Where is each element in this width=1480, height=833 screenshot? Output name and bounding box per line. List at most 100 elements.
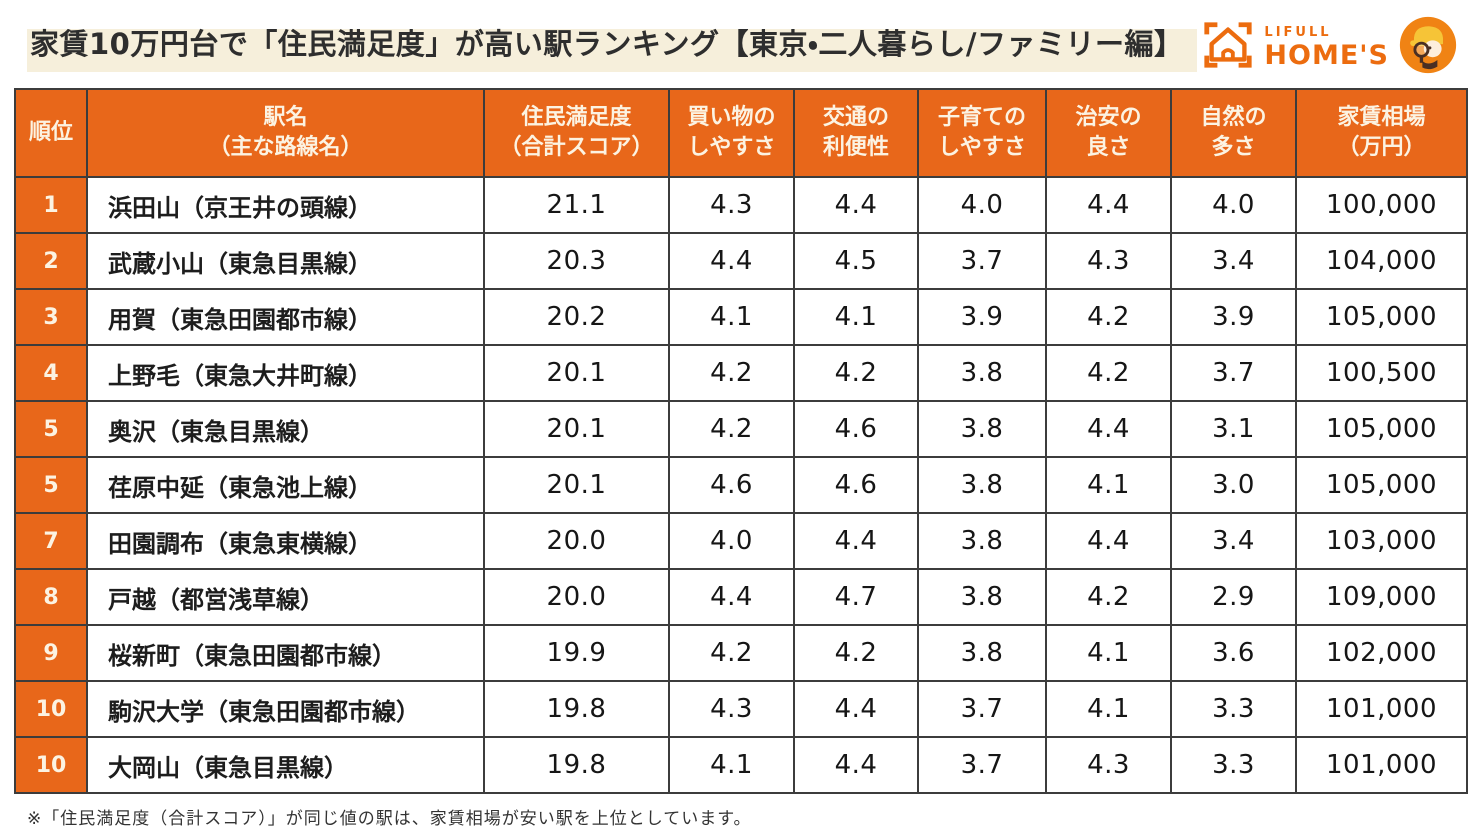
score-cell: 20.1 bbox=[483, 344, 670, 402]
header-rent: 家賃相場 （万円） bbox=[1295, 88, 1468, 178]
nature-score-cell: 3.0 bbox=[1170, 456, 1297, 514]
rank-cell: 7 bbox=[14, 512, 88, 570]
safety-score-cell: 4.1 bbox=[1045, 456, 1172, 514]
rent-cell: 100,000 bbox=[1295, 176, 1468, 234]
shopping-score-cell: 4.3 bbox=[668, 176, 795, 234]
safety-score-cell: 4.2 bbox=[1045, 344, 1172, 402]
nature-score-cell: 3.3 bbox=[1170, 736, 1297, 794]
score-cell: 19.8 bbox=[483, 736, 670, 794]
shopping-score-cell: 4.0 bbox=[668, 512, 795, 570]
safety-score-cell: 4.4 bbox=[1045, 176, 1172, 234]
childcare-score-cell: 3.8 bbox=[917, 344, 1047, 402]
table-row: 2 武蔵小山（東急目黒線） 20.3 4.4 4.5 3.7 4.3 3.4 1… bbox=[14, 232, 1468, 290]
safety-score-cell: 4.4 bbox=[1045, 400, 1172, 458]
childcare-score-cell: 3.8 bbox=[917, 624, 1047, 682]
shopping-score-cell: 4.4 bbox=[668, 568, 795, 626]
logo-wordmark: LIFULL HOME'S bbox=[1264, 26, 1389, 69]
childcare-score-cell: 3.8 bbox=[917, 400, 1047, 458]
rank-cell: 4 bbox=[14, 344, 88, 402]
header-station: 駅名 （主な路線名） bbox=[86, 88, 485, 178]
childcare-score-cell: 3.7 bbox=[917, 680, 1047, 738]
nature-score-cell: 2.9 bbox=[1170, 568, 1297, 626]
header-transport: 交通の 利便性 bbox=[793, 88, 919, 178]
score-cell: 20.3 bbox=[483, 232, 670, 290]
logo-lifull-text: LIFULL bbox=[1264, 24, 1332, 40]
rent-cell: 104,000 bbox=[1295, 232, 1468, 290]
shopping-score-cell: 4.3 bbox=[668, 680, 795, 738]
header: 家賃10万円台で「住民満足度」が高い駅ランキング【東京・二人暮らし/ファミリー編… bbox=[0, 0, 1480, 88]
rent-cell: 109,000 bbox=[1295, 568, 1468, 626]
score-cell: 20.0 bbox=[483, 568, 670, 626]
header-row: 順位 駅名 （主な路線名） 住民満足度 （合計スコア） 買い物の しやすさ 交通の 利便… bbox=[14, 88, 1468, 178]
transport-score-cell: 4.2 bbox=[793, 624, 919, 682]
station-cell: 田園調布（東急東横線） bbox=[86, 512, 485, 570]
logo-homes-text: HOME'S bbox=[1264, 39, 1389, 71]
table-row: 8 戸越（都営浅草線） 20.0 4.4 4.7 3.8 4.2 2.9 109… bbox=[14, 568, 1468, 626]
rank-cell: 9 bbox=[14, 624, 88, 682]
table-row: 5 奥沢（東急目黒線） 20.1 4.2 4.6 3.8 4.4 3.1 105… bbox=[14, 400, 1468, 458]
station-cell: 用賀（東急田園都市線） bbox=[86, 288, 485, 346]
safety-score-cell: 4.4 bbox=[1045, 512, 1172, 570]
transport-score-cell: 4.5 bbox=[793, 232, 919, 290]
nature-score-cell: 3.4 bbox=[1170, 512, 1297, 570]
nature-score-cell: 3.1 bbox=[1170, 400, 1297, 458]
score-cell: 20.0 bbox=[483, 512, 670, 570]
transport-score-cell: 4.4 bbox=[793, 512, 919, 570]
rank-cell: 10 bbox=[14, 736, 88, 794]
childcare-score-cell: 3.8 bbox=[917, 512, 1047, 570]
rent-cell: 101,000 bbox=[1295, 680, 1468, 738]
rent-cell: 105,000 bbox=[1295, 400, 1468, 458]
table-row: 4 上野毛（東急大井町線） 20.1 4.2 4.2 3.8 4.2 3.7 1… bbox=[14, 344, 1468, 402]
score-cell: 19.9 bbox=[483, 624, 670, 682]
rent-cell: 101,000 bbox=[1295, 736, 1468, 794]
shopping-score-cell: 4.2 bbox=[668, 400, 795, 458]
score-cell: 20.2 bbox=[483, 288, 670, 346]
station-cell: 荏原中延（東急池上線） bbox=[86, 456, 485, 514]
rank-cell: 2 bbox=[14, 232, 88, 290]
header-rank: 順位 bbox=[14, 88, 88, 178]
station-cell: 上野毛（東急大井町線） bbox=[86, 344, 485, 402]
score-cell: 21.1 bbox=[483, 176, 670, 234]
page-title: 家賃10万円台で「住民満足度」が高い駅ランキング【東京・二人暮らし/ファミリー編… bbox=[27, 22, 1198, 72]
table-row: 7 田園調布（東急東横線） 20.0 4.0 4.4 3.8 4.4 3.4 1… bbox=[14, 512, 1468, 570]
childcare-score-cell: 3.8 bbox=[917, 568, 1047, 626]
shopping-score-cell: 4.1 bbox=[668, 288, 795, 346]
shopping-score-cell: 4.2 bbox=[668, 344, 795, 402]
childcare-score-cell: 3.9 bbox=[917, 288, 1047, 346]
transport-score-cell: 4.4 bbox=[793, 176, 919, 234]
rent-cell: 105,000 bbox=[1295, 288, 1468, 346]
header-shopping: 買い物の しやすさ bbox=[668, 88, 795, 178]
station-cell: 大岡山（東急目黒線） bbox=[86, 736, 485, 794]
table-row: 1 浜田山（京王井の頭線） 21.1 4.3 4.4 4.0 4.4 4.0 1… bbox=[14, 176, 1468, 234]
nature-score-cell: 3.4 bbox=[1170, 232, 1297, 290]
transport-score-cell: 4.2 bbox=[793, 344, 919, 402]
transport-score-cell: 4.1 bbox=[793, 288, 919, 346]
rent-cell: 102,000 bbox=[1295, 624, 1468, 682]
rank-cell: 5 bbox=[14, 400, 88, 458]
rent-cell: 103,000 bbox=[1295, 512, 1468, 570]
table-row: 10 大岡山（東急目黒線） 19.8 4.1 4.4 3.7 4.3 3.3 1… bbox=[14, 736, 1468, 794]
safety-score-cell: 4.2 bbox=[1045, 568, 1172, 626]
rent-cell: 105,000 bbox=[1295, 456, 1468, 514]
header-safety: 治安の 良さ bbox=[1045, 88, 1172, 178]
childcare-score-cell: 3.7 bbox=[917, 736, 1047, 794]
nature-score-cell: 4.0 bbox=[1170, 176, 1297, 234]
rank-cell: 10 bbox=[14, 680, 88, 738]
header-childcare: 子育ての しやすさ bbox=[917, 88, 1047, 178]
safety-score-cell: 4.1 bbox=[1045, 680, 1172, 738]
rent-cell: 100,500 bbox=[1295, 344, 1468, 402]
transport-score-cell: 4.7 bbox=[793, 568, 919, 626]
shopping-score-cell: 4.4 bbox=[668, 232, 795, 290]
house-in-brackets-icon bbox=[1201, 18, 1255, 76]
station-cell: 桜新町（東急田園都市線） bbox=[86, 624, 485, 682]
table-row: 3 用賀（東急田園都市線） 20.2 4.1 4.1 3.9 4.2 3.9 1… bbox=[14, 288, 1468, 346]
score-cell: 20.1 bbox=[483, 456, 670, 514]
rank-cell: 3 bbox=[14, 288, 88, 346]
transport-score-cell: 4.4 bbox=[793, 680, 919, 738]
footnote: ※「住民満足度（合計スコア）」が同じ値の駅は、家賃相場が安い駅を上位としています… bbox=[27, 809, 752, 829]
nature-score-cell: 3.6 bbox=[1170, 624, 1297, 682]
station-cell: 浜田山（京王井の頭線） bbox=[86, 176, 485, 234]
header-satisfaction-score: 住民満足度 （合計スコア） bbox=[483, 88, 670, 178]
childcare-score-cell: 3.8 bbox=[917, 456, 1047, 514]
